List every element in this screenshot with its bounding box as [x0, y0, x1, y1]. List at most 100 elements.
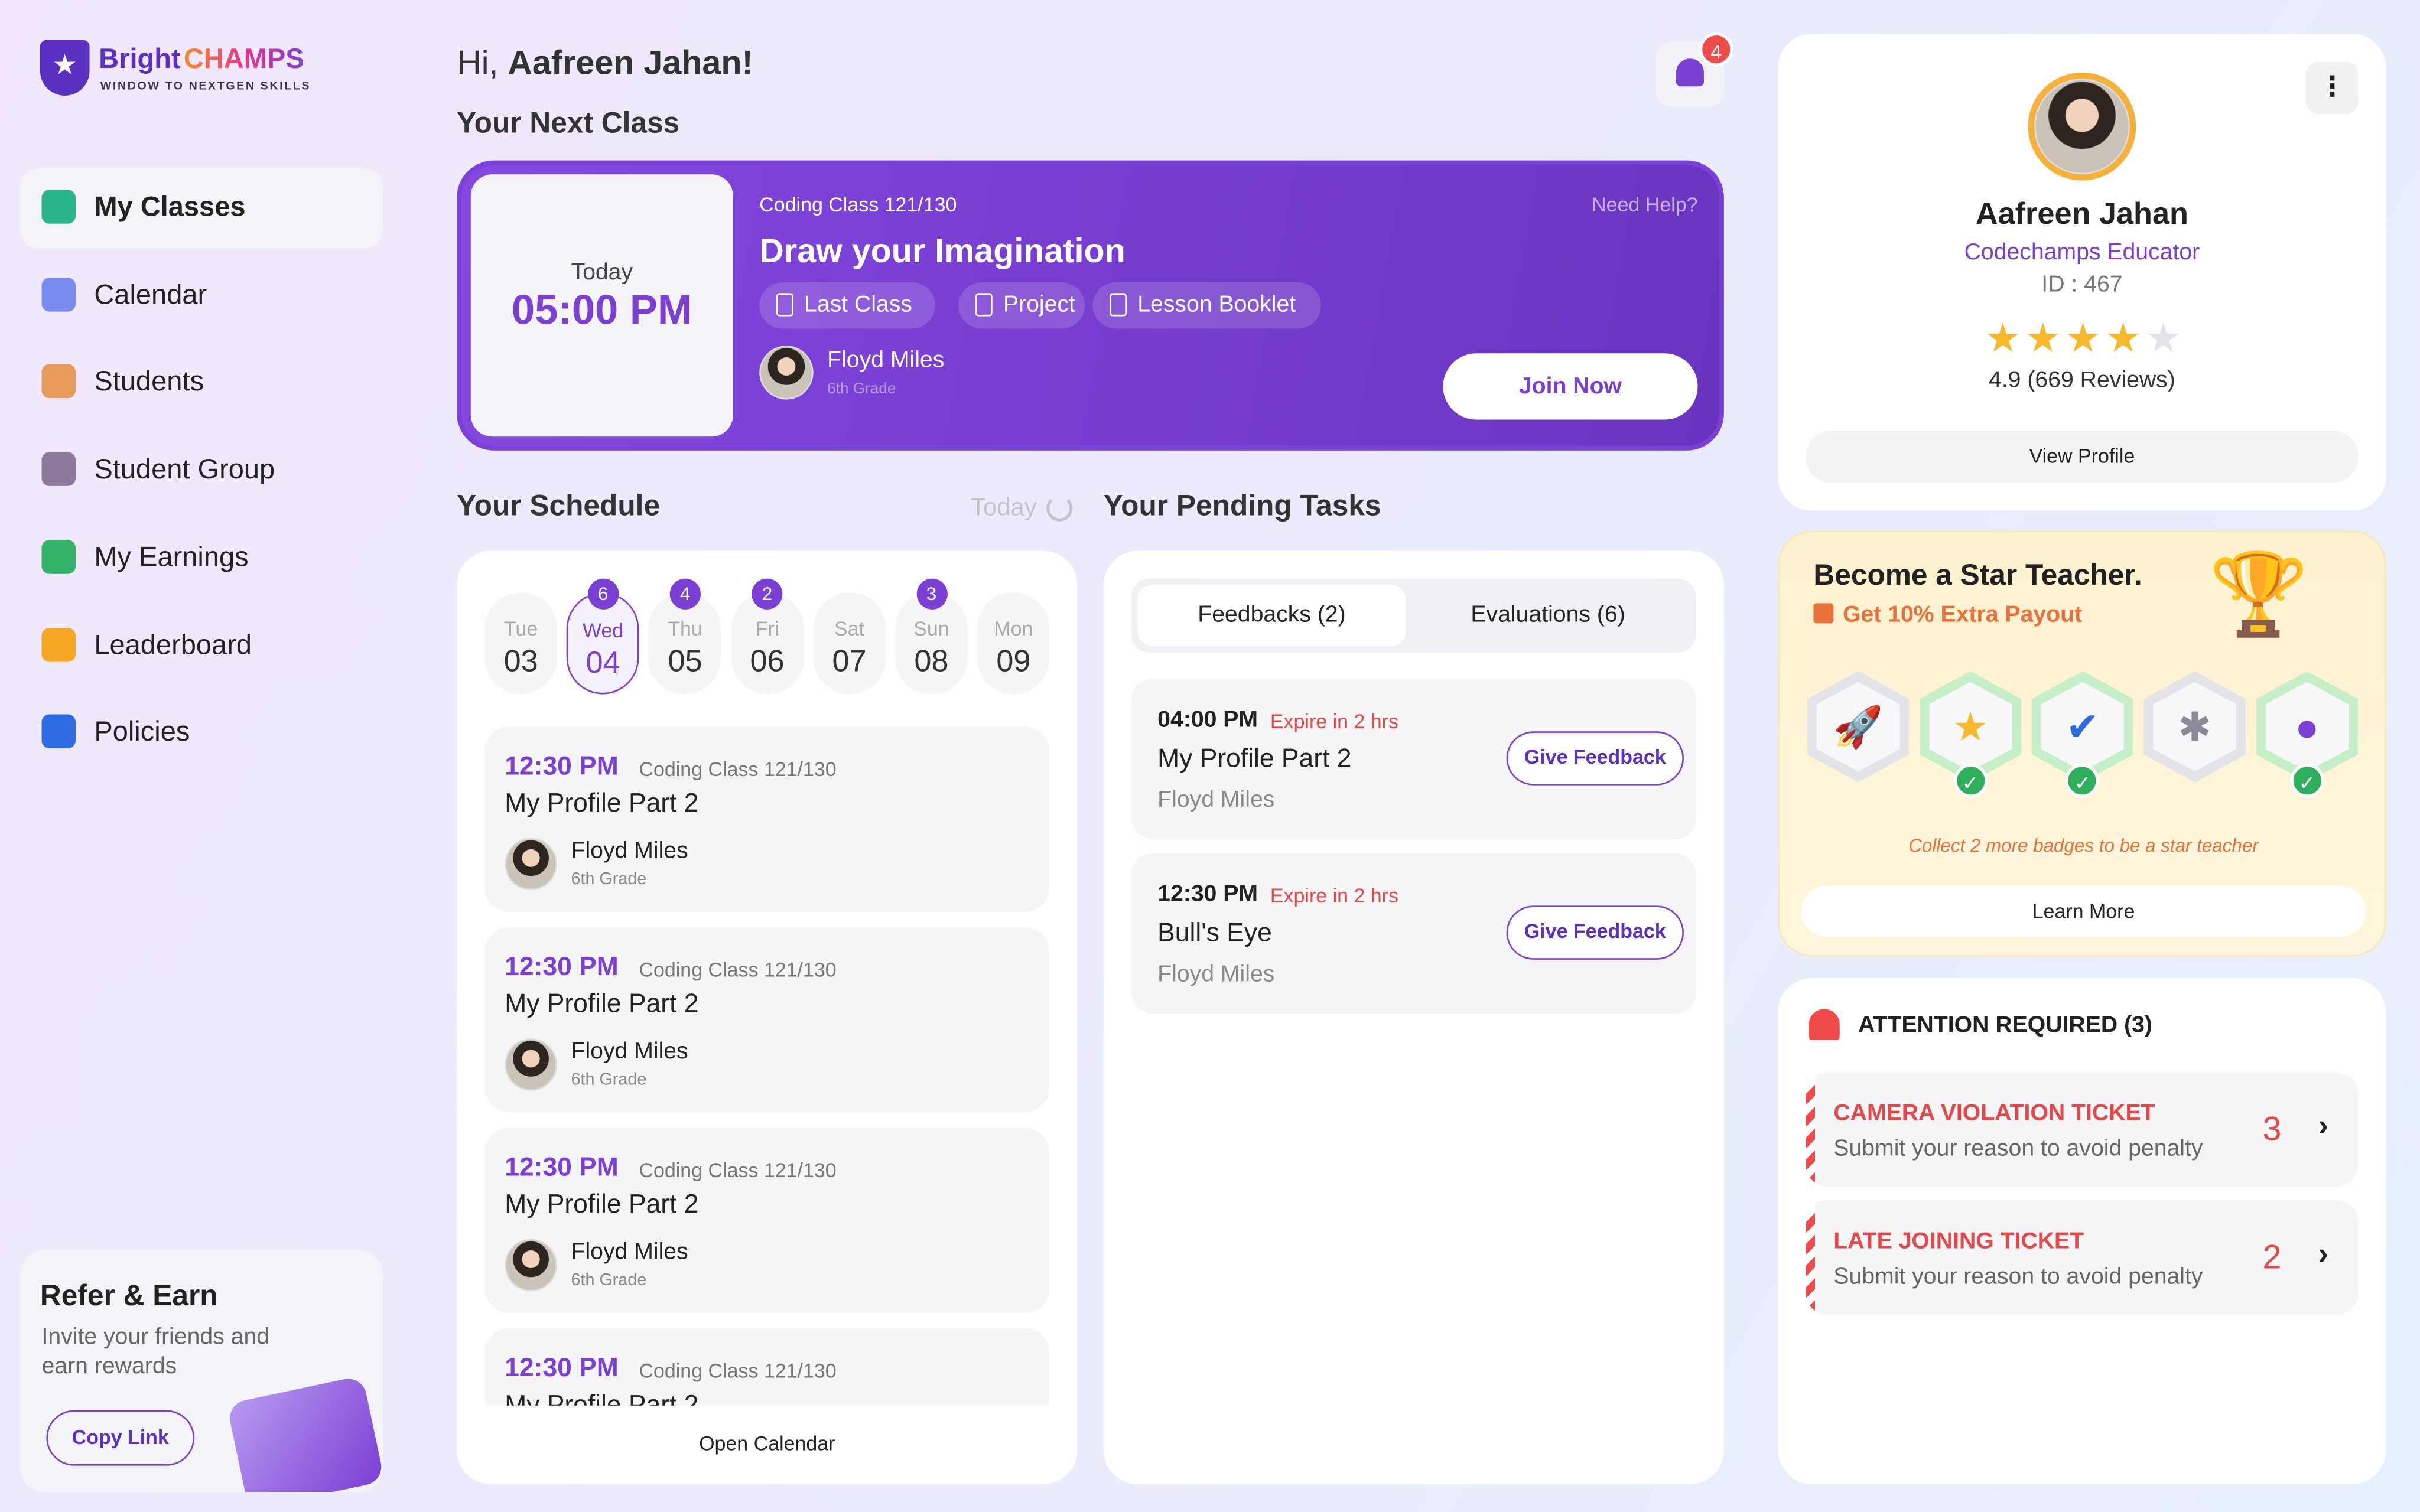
class-link[interactable]: Lesson Booklet — [1092, 282, 1322, 329]
day-count-badge: 4 — [669, 578, 701, 610]
copy-link-button[interactable]: Copy Link — [46, 1410, 195, 1466]
day-chip[interactable]: Thu 05 — [649, 592, 721, 695]
day-name: Sun — [913, 617, 949, 641]
day-chip[interactable]: Sat 07 — [813, 592, 886, 695]
day-count-badge: 6 — [587, 578, 619, 610]
learn-more-button[interactable]: Learn More — [1801, 885, 2366, 937]
logo-tagline: WINDOW TO NEXTGEN SKILLS — [100, 79, 311, 93]
badge-check: ✓ — [2066, 764, 2100, 798]
ticket[interactable]: CAMERA VIOLATION TICKET Submit your reaso… — [1806, 1072, 2359, 1187]
item-course: Coding Class 121/130 — [639, 958, 837, 982]
profile-role: Codechamps Educator — [1964, 239, 2200, 266]
tab[interactable]: Feedbacks (2) — [1137, 585, 1406, 647]
schedule-item[interactable]: 12:30 PM Coding Class 121/130 My Profile P… — [484, 1128, 1050, 1314]
notification-button[interactable]: 4 — [1655, 32, 1733, 107]
nav-item[interactable]: Leaderboard — [20, 605, 383, 686]
logo-part2: CHAMPS — [184, 43, 304, 76]
star-title: Become a Star Teacher. — [1813, 560, 2142, 593]
chevron: › — [2318, 1109, 2329, 1143]
nav-label: My Classes — [94, 191, 246, 223]
tab-bar: Feedbacks (2) Evaluations (6) — [1131, 578, 1696, 653]
profile-card: ⋮ Aafreen Jahan Codechamps Educator ID : 46… — [1778, 34, 2386, 511]
task-expire: Expire in 2 hrs — [1270, 884, 1398, 908]
tasks-card: Feedbacks (2) Evaluations (6) 04:00 PM Expi… — [1103, 550, 1724, 1484]
nav-item[interactable]: My Earnings — [20, 518, 383, 598]
attention-card: ATTENTION REQUIRED (3) CAMERA VIOLATION T… — [1778, 978, 2386, 1484]
class-course: Coding Class 121/130 — [759, 193, 957, 216]
nav-label: Students — [94, 366, 204, 397]
rating-star: ★ — [2025, 314, 2061, 361]
rating-star: ★ — [2065, 314, 2102, 361]
ticket-count: 3 — [2262, 1109, 2282, 1148]
star-offer: Get 10% Extra Payout — [1843, 601, 2083, 628]
nav-item[interactable]: Student Group — [20, 431, 383, 511]
nav-label: My Earnings — [94, 541, 249, 572]
task-time: 04:00 PM — [1157, 706, 1258, 733]
nav-icon — [41, 364, 76, 399]
day-chip[interactable]: Sun 08 — [895, 592, 968, 695]
refer-title: Refer & Earn — [40, 1280, 218, 1314]
item-title: My Profile Part 2 — [505, 1190, 699, 1219]
section-heading: Your Next Class — [457, 107, 680, 141]
logo-part1: Bright — [99, 43, 181, 74]
view-profile-button[interactable]: View Profile — [1806, 430, 2359, 483]
day-chip[interactable]: Tue 03 — [484, 592, 558, 695]
day-name: Mon — [994, 617, 1033, 641]
class-link[interactable]: Project — [958, 282, 1085, 329]
open-calendar-button[interactable]: Open Calendar — [699, 1432, 835, 1455]
schedule-item[interactable]: 12:30 PM Coding Class 121/130 My Profile P… — [484, 726, 1050, 912]
day-chip[interactable]: Wed 04 — [567, 592, 639, 695]
rating-star: ★ — [1985, 314, 2021, 361]
task-title: Bull's Eye — [1157, 918, 1272, 947]
nav-item[interactable]: Students — [20, 343, 383, 423]
day-count-badge: 2 — [752, 578, 783, 610]
nav-item[interactable]: My Classes — [19, 168, 383, 249]
class-title: Draw your Imagination — [759, 231, 1126, 271]
class-time: 05:00 PM — [511, 286, 692, 334]
need-help-link[interactable]: Need Help? — [1592, 193, 1698, 216]
day-date: 08 — [914, 644, 949, 679]
class-link-label: Last Class — [804, 291, 912, 318]
item-course: Coding Class 121/130 — [639, 757, 837, 781]
menu-button[interactable]: ⋮ — [2305, 61, 2359, 115]
item-title: My Profile Part 2 — [505, 788, 699, 818]
join-now-button[interactable]: Join Now — [1443, 353, 1698, 420]
user-name: Aafreen Jahan! — [508, 43, 753, 82]
today-link[interactable]: Today — [971, 495, 1037, 522]
logo-icon: ★ — [40, 40, 90, 96]
day-name: Fri — [755, 617, 779, 641]
tab[interactable]: Evaluations (6) — [1471, 601, 1625, 628]
refer-card: Refer & Earn Invite your friends and earn … — [19, 1249, 383, 1493]
class-link-label: Project — [1003, 291, 1075, 318]
item-time: 12:30 PM — [505, 1152, 619, 1182]
ticket[interactable]: LATE JOINING TICKET Submit your reason to… — [1806, 1200, 2359, 1315]
avatar — [2034, 79, 2130, 175]
item-student: Floyd Miles — [571, 1038, 688, 1065]
schedule-item[interactable]: 12:30 PM Coding Class 121/130 My Profile P… — [484, 927, 1050, 1113]
ticket-stripe — [1806, 1200, 1816, 1315]
schedule-item[interactable]: 12:30 PM Coding Class 121/130 My Profile P… — [484, 1328, 1050, 1406]
item-time: 12:30 PM — [505, 951, 619, 982]
refer-text: Invite your friends and — [41, 1324, 270, 1350]
badge-check: ✓ — [1953, 764, 1988, 798]
give-feedback-button[interactable]: Give Feedback — [1506, 731, 1684, 786]
day-name: Sat — [834, 617, 864, 641]
bell-icon — [1676, 58, 1704, 87]
badge-check: ✓ — [2290, 764, 2324, 798]
profile-id: ID : 467 — [2041, 271, 2123, 298]
give-feedback-button[interactable]: Give Feedback — [1506, 905, 1684, 960]
nav-icon — [41, 714, 76, 749]
nav-label: Calendar — [94, 279, 207, 310]
day-chip[interactable]: Mon 09 — [977, 592, 1050, 695]
schedule-card: Tue 03 Wed 04 6 Thu 05 4 Fri 06 2 Sat 07 Sun 08 3 Mon 09 1… — [457, 550, 1078, 1484]
class-link[interactable]: Last Class — [759, 282, 936, 329]
rating-star: ★ — [2145, 314, 2181, 361]
nav-label: Student Group — [94, 454, 275, 485]
item-grade: 6th Grade — [571, 1271, 647, 1290]
nav-item[interactable]: Policies — [20, 693, 383, 773]
ticket-text: Submit your reason to avoid penalty — [1833, 1263, 2203, 1290]
day-chip[interactable]: Fri 06 — [731, 592, 804, 695]
nav-item[interactable]: Calendar — [20, 256, 383, 336]
day-date: 06 — [750, 644, 785, 679]
doc-icon — [1110, 293, 1127, 317]
